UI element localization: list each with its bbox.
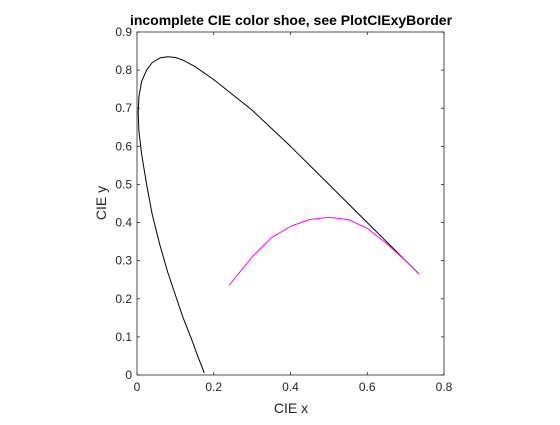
y-tick-label: 0.7 (115, 101, 132, 115)
x-tick-label: 0.8 (436, 380, 453, 394)
y-tick-label: 0.3 (115, 254, 132, 268)
x-tick-label: 0 (134, 380, 141, 394)
plot-area: 0 0.2 0.4 0.6 0.8 0 0.1 0.2 0.3 0.4 0.5 0.6 0.7 0.8 0.… (115, 25, 452, 394)
y-tick-label: 0.9 (115, 25, 132, 39)
magenta-curve-line (228, 216, 420, 286)
x-tick-label: 0.6 (359, 380, 376, 394)
x-tick-label: 0.2 (205, 380, 222, 394)
y-tick-label: 0.8 (115, 63, 132, 77)
y-tick-label: 0.5 (115, 177, 132, 191)
y-tick-label: 0.1 (115, 330, 132, 344)
y-tick-label: 0.2 (115, 292, 132, 306)
y-tick-label: 0.4 (115, 216, 132, 230)
chart-title: incomplete CIE color shoe, see PlotCIExy… (130, 12, 453, 28)
y-axis-label: CIE y (93, 186, 109, 220)
x-tick-label: 0.4 (282, 380, 299, 394)
axes-box (136, 31, 445, 376)
x-axis-label: CIE x (274, 400, 308, 416)
y-tick-label: 0.6 (115, 139, 132, 153)
y-tick-label: 0 (125, 368, 132, 382)
spectral-locus-line (137, 56, 420, 374)
